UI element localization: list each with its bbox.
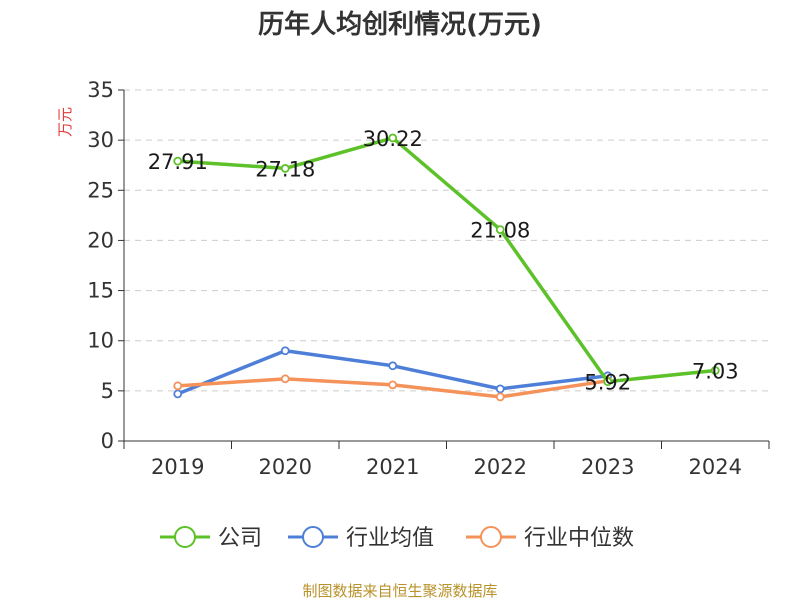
grid-lines xyxy=(124,89,769,392)
x-tick-label: 2024 xyxy=(689,455,742,479)
x-tick-label: 2023 xyxy=(581,455,634,479)
x-tick-label: 2021 xyxy=(366,455,419,479)
data-point[interactable] xyxy=(388,133,398,143)
data-label: 7.03 xyxy=(692,359,739,383)
y-tick-label: 20 xyxy=(87,228,114,252)
data-point[interactable] xyxy=(388,361,398,371)
legend-item-2[interactable]: 行业中位数 xyxy=(466,526,634,551)
data-point[interactable] xyxy=(710,366,720,375)
data-point[interactable] xyxy=(280,346,290,356)
y-tick-label: 15 xyxy=(87,279,114,303)
x-tick-label: 2020 xyxy=(259,455,312,479)
data-label: 27.18 xyxy=(255,157,315,181)
data-point[interactable] xyxy=(280,164,290,173)
data-point[interactable] xyxy=(495,392,505,402)
data-labels: 27.91 27.18 30.22 21.08 5.92 7.03 xyxy=(148,127,739,395)
data-label: 21.08 xyxy=(470,219,530,243)
y-tick-label: 5 xyxy=(101,379,114,403)
legend-marker xyxy=(174,526,196,548)
data-label: 30.22 xyxy=(363,127,423,151)
data-point[interactable] xyxy=(388,380,398,390)
y-tick-label: 0 xyxy=(101,429,114,453)
data-label: 27.91 xyxy=(148,150,208,174)
legend-label: 行业中位数 xyxy=(524,526,634,551)
data-point[interactable] xyxy=(280,374,290,384)
y-tick-label: 10 xyxy=(87,329,114,353)
series-lines xyxy=(173,133,720,402)
legend-label: 行业均值 xyxy=(346,526,434,551)
axes: 0 5 10 15 20 25 30 35 2019 2020 2021 2022 2023 2024 xyxy=(87,78,770,479)
data-point[interactable] xyxy=(495,384,505,394)
source-note: 制图数据来自恒生聚源数据库 xyxy=(302,582,497,600)
legend-marker xyxy=(480,526,502,548)
y-tick-label: 35 xyxy=(87,78,114,102)
legend-label: 公司 xyxy=(218,526,262,551)
data-point[interactable] xyxy=(173,381,183,391)
legend-item-1[interactable]: 行业均值 xyxy=(288,526,434,551)
data-point[interactable] xyxy=(173,156,183,166)
legend-marker xyxy=(302,526,324,548)
y-tick-label: 30 xyxy=(87,128,114,152)
y-tick-label: 25 xyxy=(87,178,114,202)
legend[interactable]: 公司 行业均值 行业中位数 xyxy=(160,526,634,551)
data-point[interactable] xyxy=(173,389,183,399)
legend-item-0[interactable]: 公司 xyxy=(160,526,262,551)
data-label: 5.92 xyxy=(584,371,631,395)
series-line-0 xyxy=(176,136,717,384)
x-tick-label: 2022 xyxy=(474,455,527,479)
data-point[interactable] xyxy=(495,225,505,234)
chart-title: 历年人均创利情况(万元) xyxy=(258,9,542,40)
y-axis-label: 万元 xyxy=(56,107,74,137)
x-tick-label: 2019 xyxy=(151,455,204,479)
data-point[interactable] xyxy=(603,377,613,387)
